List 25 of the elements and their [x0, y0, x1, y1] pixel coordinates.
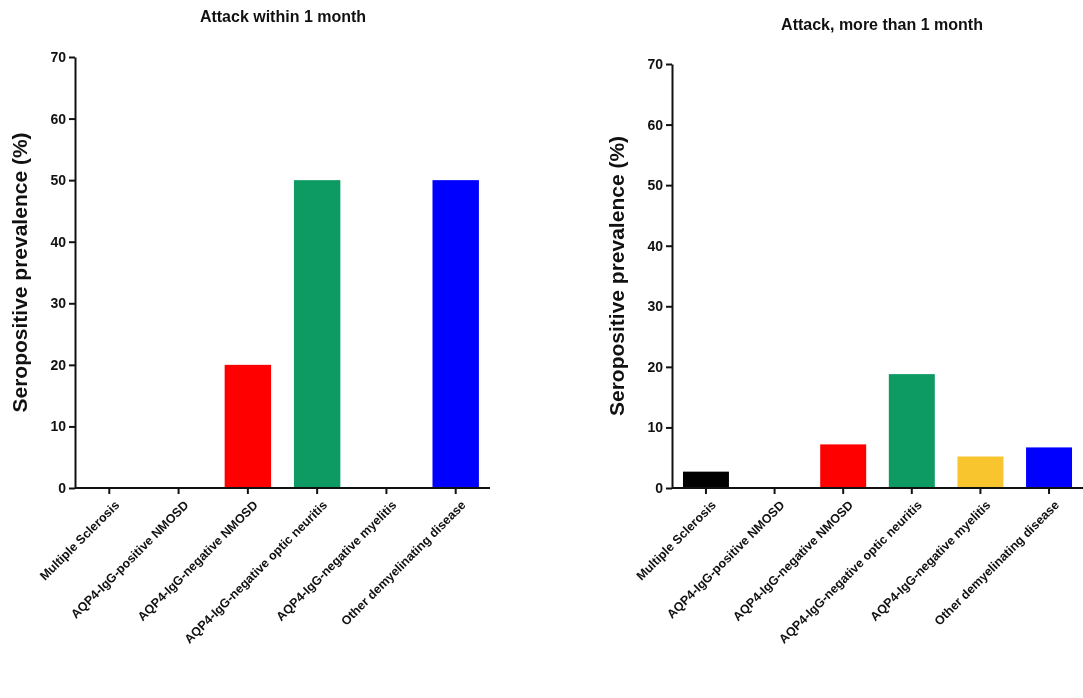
y-tick-label: 0 — [655, 479, 664, 496]
chart-title: Attack within 1 month — [199, 8, 367, 25]
bar — [820, 444, 867, 488]
bar — [1026, 447, 1073, 488]
y-tick-label: 10 — [50, 418, 67, 435]
y-tick-label: 20 — [50, 356, 67, 373]
bar — [888, 374, 935, 488]
y-tick-label: 70 — [647, 55, 664, 72]
chart-title: Attack, more than 1 month — [781, 16, 983, 33]
y-tick-label: 40 — [647, 237, 664, 254]
y-axis-title: Seropositive prevalence (%) — [8, 132, 31, 413]
y-axis-title: Seropositive prevalence (%) — [605, 135, 628, 417]
y-tick-label: 60 — [50, 110, 67, 127]
bar — [957, 456, 1004, 488]
y-tick-label: 30 — [50, 295, 67, 312]
y-tick-label: 10 — [647, 419, 664, 436]
y-tick-label: 50 — [50, 172, 67, 189]
y-tick-label: 0 — [58, 479, 67, 496]
y-tick-label: 40 — [50, 233, 67, 250]
y-tick-label: 30 — [647, 298, 664, 315]
y-tick-label: 70 — [50, 48, 67, 65]
y-tick-label: 20 — [647, 358, 664, 375]
y-tick-label: 50 — [647, 177, 664, 194]
y-tick-label: 60 — [647, 116, 664, 133]
bar — [682, 471, 729, 488]
